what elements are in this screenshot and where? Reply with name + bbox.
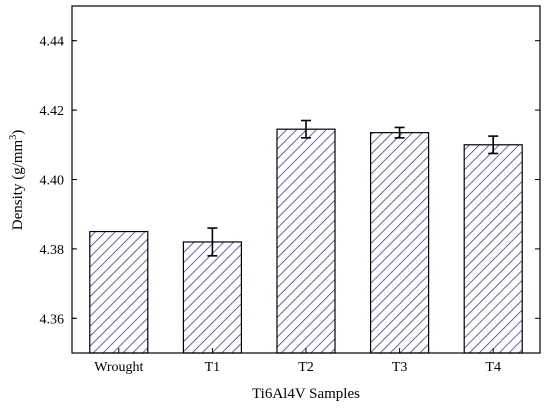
y-axis-label-main: Density (g/mm	[10, 139, 26, 230]
y-axis-label-superscript: 3	[8, 135, 19, 140]
y-tick-label: 4.40	[40, 174, 65, 189]
y-tick-label: 4.36	[40, 312, 65, 327]
bars-group	[89, 128, 523, 354]
bar-t1	[182, 241, 242, 354]
y-axis: 4.36 4.38 4.40 4.42 4.44	[40, 35, 540, 327]
bar-wrought	[89, 230, 149, 354]
y-axis-label-close: )	[10, 130, 26, 135]
error-bars-group	[207, 119, 499, 257]
y-axis-label: Density (g/mm3)	[8, 130, 26, 230]
bar-t4	[463, 144, 523, 354]
bar-t3	[370, 132, 430, 354]
x-axis: Wrought T1 T2 T3 T4	[94, 348, 501, 375]
x-tick-label-t4: T4	[485, 360, 501, 375]
x-tick-label-t2: T2	[298, 360, 314, 375]
y-tick-label: 4.38	[40, 243, 65, 258]
x-axis-label: Ti6Al4V Samples	[252, 386, 360, 402]
y-tick-label: 4.42	[40, 104, 65, 119]
y-tick-label: 4.44	[40, 35, 65, 50]
x-tick-label-wrought: Wrought	[94, 360, 143, 375]
x-tick-label-t3: T3	[392, 360, 408, 375]
x-tick-label-t1: T1	[205, 360, 221, 375]
bar-t2	[276, 128, 336, 354]
